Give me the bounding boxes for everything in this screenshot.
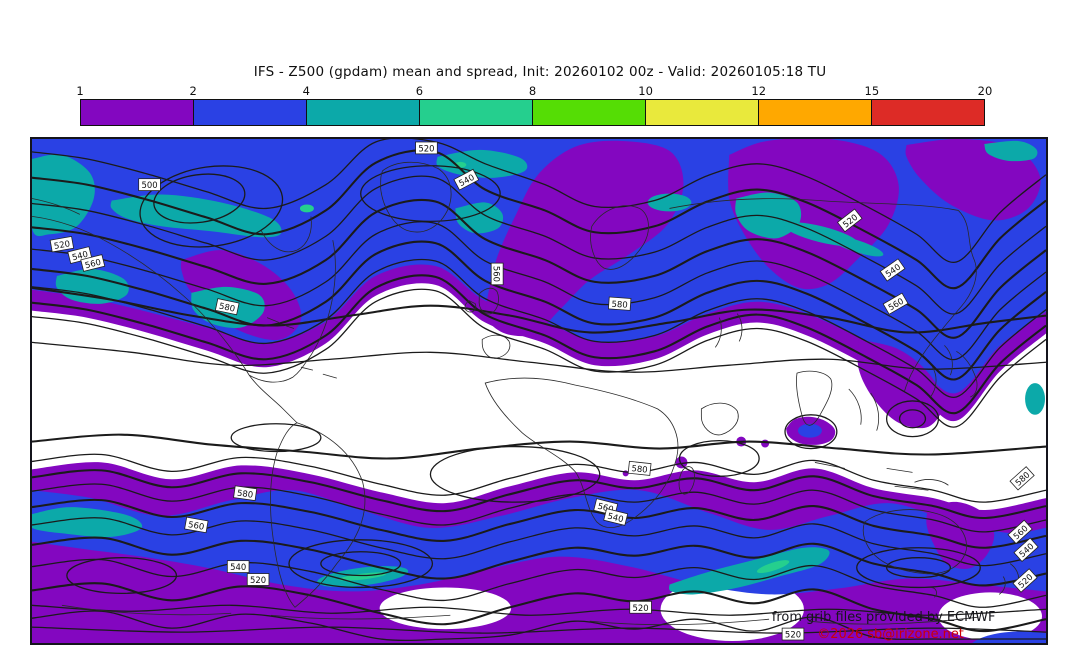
z500-contour-layer [32,139,1046,642]
svg-text:500: 500 [141,180,157,190]
contour-label: 520 [415,141,438,155]
svg-text:520: 520 [53,238,71,251]
contour-label: 540 [453,168,480,191]
contour-label: 580 [608,296,632,311]
svg-text:520: 520 [785,630,801,640]
svg-text:580: 580 [631,463,648,475]
svg-text:580: 580 [236,488,253,500]
colorbar-tick-label: 4 [302,84,310,98]
colorbar-segment [194,100,307,125]
contour-label: 560 [80,254,106,272]
colorbar-tick-label: 15 [864,84,880,98]
svg-text:540: 540 [607,511,625,525]
svg-text:560: 560 [187,519,205,532]
contour-label: 540 [226,560,250,573]
svg-text:520: 520 [250,575,266,585]
colorbar-tick-label: 8 [528,84,537,98]
svg-text:540: 540 [230,562,246,572]
coastline-layer [32,161,1019,626]
contour-label: 580 [214,298,240,316]
contour-label: 560 [184,516,209,534]
attribution-source: from grib files provided by ECMWF [772,610,996,625]
chart-title: IFS - Z500 (gpdam) mean and spread, Init… [253,64,827,80]
colorbar-tick-label: 6 [415,84,424,98]
svg-text:560: 560 [84,257,102,271]
map-panel: 500 520 540 560 520 540 560 580 580 520 540 560 580 5… [30,137,1048,645]
colorbar-tick-label: 2 [189,84,197,98]
colorbar-tick-label: 20 [977,84,993,98]
colorbar-tick-labels: 1 2 4 6 8 10 12 15 20 [76,84,992,98]
contour-label: 520 [781,627,805,641]
svg-text:520: 520 [633,603,649,613]
svg-text:580: 580 [218,301,236,314]
contour-label: 540 [603,508,629,526]
contour-label: 500 [138,178,161,191]
attribution-copyright: ©2026 sb@irizone.net [817,627,964,642]
colorbar-segment [81,100,194,125]
world-map: 500 520 540 560 520 540 560 580 580 520 540 560 580 5… [32,139,1046,643]
spread-fill-layer [32,139,1046,643]
colorbar-segment [646,100,759,125]
contour-label: 580 [627,460,652,476]
colorbar-tick-label: 12 [751,84,767,98]
colorbar-tick-label: 1 [76,84,84,98]
colorbar-segment [307,100,420,125]
contour-label: 560 [490,262,504,286]
spread-colorbar [80,99,985,126]
colorbar-segment [759,100,872,125]
colorbar-tick-label: 10 [638,84,653,98]
contour-label: 520 [246,573,270,586]
contour-label-layer: 500 520 540 560 520 540 560 580 580 520 540 560 580 5… [49,141,1039,641]
contour-label: 520 [629,600,652,614]
contour-label: 580 [233,485,258,502]
svg-text:520: 520 [418,143,434,153]
svg-text:560: 560 [492,266,502,282]
contour-label: 520 [49,235,75,253]
colorbar-segment [420,100,533,125]
colorbar-segment [872,100,984,125]
colorbar-segment [533,100,646,125]
svg-text:580: 580 [611,299,628,310]
